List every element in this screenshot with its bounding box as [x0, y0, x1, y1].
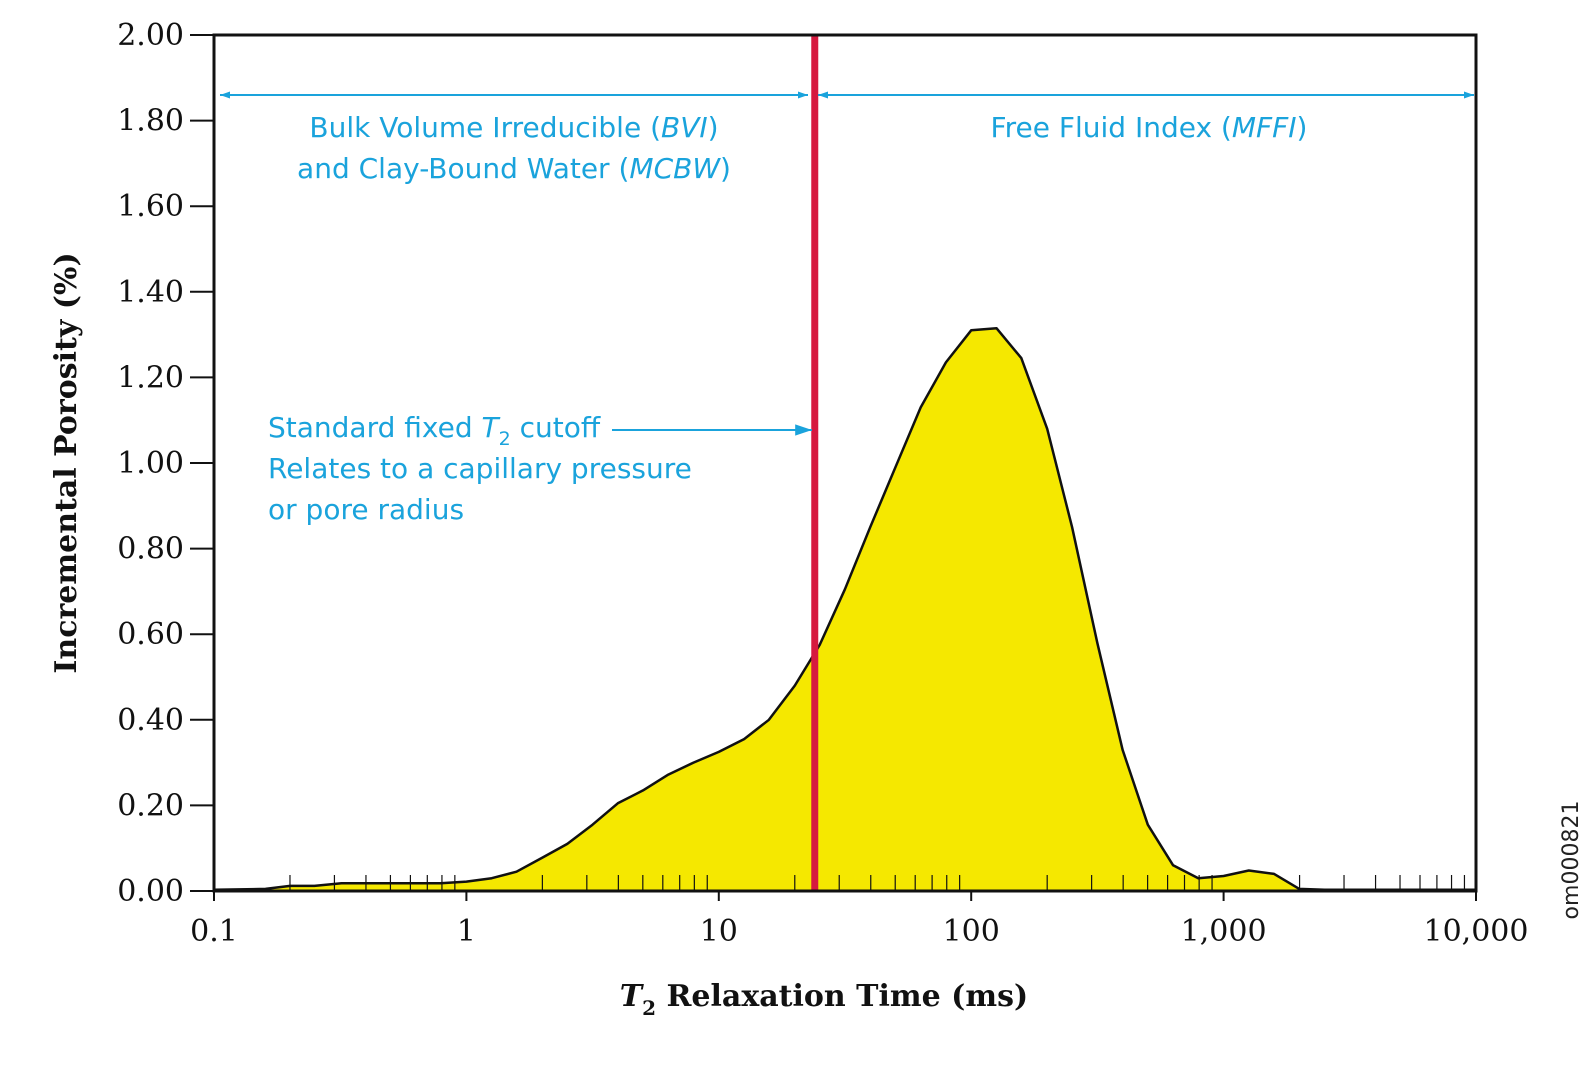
- cutoff-label-line1: Standard fixed T2 cutoff: [268, 411, 601, 450]
- ffi-label: Free Fluid Index (MFFI): [991, 111, 1308, 144]
- cutoff-label-line2: Relates to a capillary pressure: [268, 452, 692, 485]
- x-tick-label: 1,000: [1181, 914, 1267, 949]
- x-tick-label: 10: [700, 914, 738, 949]
- bvi-label-line2: and Clay-Bound Water (MCBW): [297, 152, 731, 185]
- y-axis-title: Incremental Porosity (%): [49, 252, 84, 673]
- y-tick-label: 0.60: [117, 617, 184, 652]
- x-axis-title: T2 Relaxation Time (ms): [620, 979, 1028, 1020]
- y-tick-label: 0.20: [117, 788, 184, 823]
- bvi-label-line1: Bulk Volume Irreducible (BVI): [309, 111, 718, 144]
- y-tick-label: 1.20: [117, 360, 184, 395]
- x-tick-label: 1: [457, 914, 476, 949]
- y-tick-label: 1.40: [117, 275, 184, 310]
- cutoff-label-line3: or pore radius: [268, 493, 464, 526]
- y-tick-label: 1.00: [117, 446, 184, 481]
- distribution-area-layer: [213, 326, 1476, 891]
- y-axis: 0.00 0.20 0.40 0.60 0.80 1.00 1.20 1.40 1.60 1.80…: [117, 18, 214, 909]
- distribution-line: [213, 326, 1476, 891]
- x-tick-label: 10,000: [1424, 914, 1529, 949]
- y-tick-label: 1.60: [117, 189, 184, 224]
- distribution-area: [214, 328, 1476, 891]
- x-axis: 0.1 1 10 100 1,000 10,000: [190, 891, 1528, 949]
- x-minor-ticks: [289, 875, 1466, 891]
- y-tick-label: 0.80: [117, 532, 184, 567]
- x-tick-label: 0.1: [190, 914, 238, 949]
- y-tick-label: 0.00: [117, 874, 184, 909]
- y-tick-label: 0.40: [117, 703, 184, 738]
- y-tick-label: 1.80: [117, 104, 184, 139]
- x-tick-label: 100: [943, 914, 1000, 949]
- figure-id: om000821: [1559, 801, 1584, 920]
- y-tick-label: 2.00: [117, 18, 184, 53]
